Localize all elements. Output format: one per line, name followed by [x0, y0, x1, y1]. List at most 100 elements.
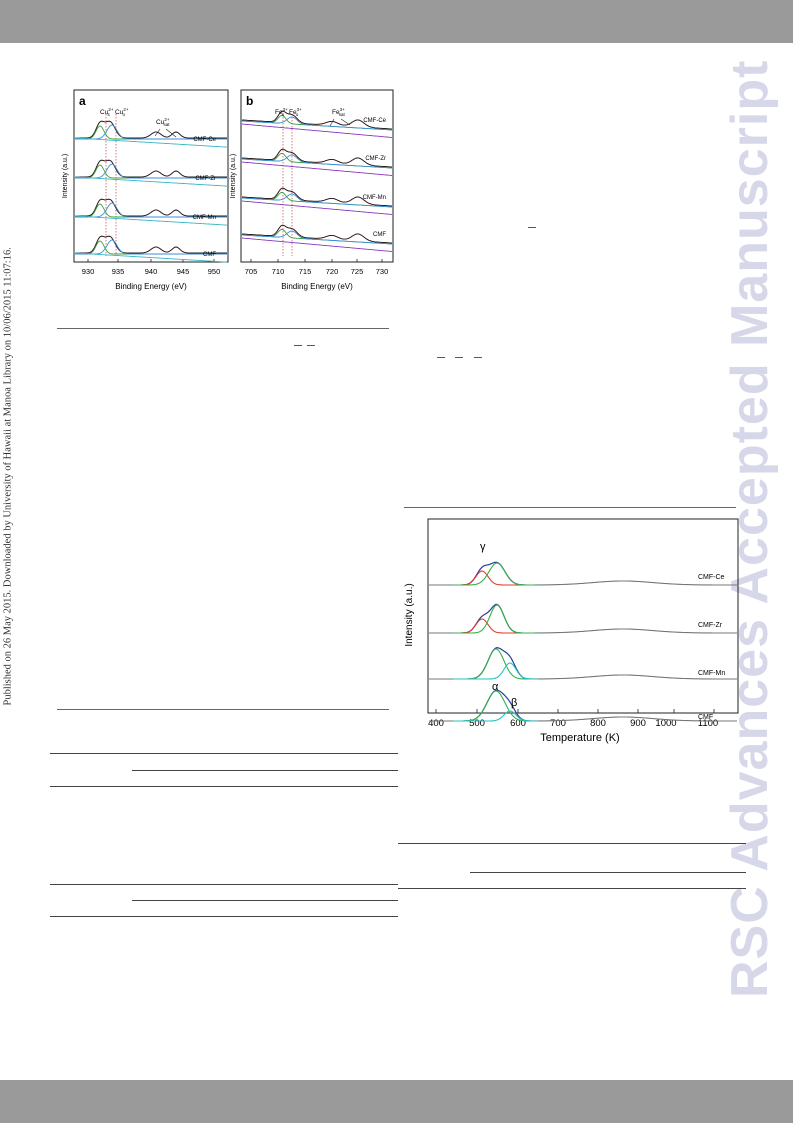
- tpr-curve: [429, 647, 737, 680]
- tick-label: 700: [550, 718, 566, 729]
- tick-label: 400: [428, 718, 444, 729]
- peak-label: Cu2+ sat: [156, 117, 170, 127]
- tick-label: 600: [510, 718, 526, 729]
- xps-component-line: [241, 193, 393, 208]
- peak-label: Fe3+ s: [275, 107, 288, 117]
- tpr-fit-line: [453, 689, 538, 722]
- tpr-component-line: [453, 562, 538, 586]
- reference-link[interactable]: [294, 345, 302, 346]
- table-rule: [50, 753, 398, 754]
- xps-baseline: [241, 161, 393, 176]
- series-label: CMF-Ce: [363, 118, 386, 124]
- top-banner: [0, 0, 793, 43]
- tick-label: 935: [112, 267, 125, 276]
- tick-label: 945: [177, 267, 190, 276]
- xps-component-line: [75, 163, 227, 179]
- xps-baseline: [241, 123, 393, 138]
- tpr-curve: [429, 689, 737, 722]
- tick-label: 950: [208, 267, 221, 276]
- xps-component-line: [241, 154, 393, 169]
- series-label: CMF-Zr: [195, 176, 216, 182]
- reference-link[interactable]: [528, 227, 536, 228]
- tick-label: 730: [376, 267, 389, 276]
- publication-note: Published on 26 May 2015. Downloaded by …: [2, 247, 14, 706]
- table-rule: [470, 872, 746, 873]
- peak-label: Fe3+ o: [289, 107, 302, 117]
- tpr-component-line: [453, 618, 538, 634]
- xps-fit-line: [75, 198, 227, 217]
- bottom-banner: [0, 1080, 793, 1123]
- reference-link[interactable]: [474, 357, 482, 358]
- series-label: CMF-Zr: [365, 156, 386, 162]
- xps-baseline: [241, 237, 393, 252]
- section-rule: [404, 507, 736, 508]
- xps-spectrum-line: [75, 159, 227, 178]
- tpr-fit-line: [453, 603, 538, 634]
- xps-component-line: [75, 239, 227, 255]
- xps-fit-line: [75, 120, 227, 139]
- series-label: CMF-Mn: [363, 195, 386, 201]
- tpr-curve: [429, 561, 737, 586]
- xps-spectrum-line: [75, 198, 227, 217]
- tick-label: 500: [469, 718, 485, 729]
- peak-label-alpha: α: [492, 681, 499, 693]
- xps-fit-line: [241, 187, 393, 207]
- peak-label-beta: β: [511, 697, 517, 709]
- xps-spectrum-line: [75, 120, 227, 139]
- xps-fit-line: [75, 159, 227, 178]
- reference-link[interactable]: [455, 357, 463, 358]
- tpr-component-line: [453, 604, 538, 634]
- panel-b-ylabel: Intensity (a.u.): [230, 154, 237, 198]
- tick-label: 1100: [698, 718, 718, 729]
- table-rule: [398, 888, 746, 889]
- tpr-component-line: [453, 648, 538, 680]
- xps-component-line: [241, 230, 393, 245]
- xps-baseline: [74, 215, 227, 226]
- reference-link[interactable]: [437, 357, 445, 358]
- xps-fit-line: [241, 110, 393, 130]
- table-rule: [398, 843, 746, 844]
- reference-link[interactable]: [307, 345, 315, 346]
- tpr-component-line: [453, 690, 538, 722]
- xps-baseline: [241, 200, 393, 215]
- tpr-figure: Intensity (a.u.) Temperature (K) 400 500…: [398, 515, 743, 750]
- xps-fit-line: [241, 148, 393, 168]
- series-label: CMF: [203, 252, 216, 258]
- xps-fit-line: [241, 224, 393, 244]
- table-rule: [50, 786, 398, 787]
- series-label: CMF: [698, 714, 713, 721]
- section-rule: [57, 328, 389, 329]
- tpr-ylabel: Intensity (a.u.): [404, 583, 415, 646]
- xps-spectrum-line: [75, 235, 227, 254]
- tick-label: 940: [145, 267, 158, 276]
- xps-component-line: [75, 124, 227, 140]
- series-label: CMF-Mn: [193, 215, 216, 221]
- xps-panel-a: a Intensity (a.u.) Binding Energy (eV) 9…: [62, 89, 229, 291]
- tick-label: 800: [590, 718, 606, 729]
- xps-figure: a Intensity (a.u.) Binding Energy (eV) 9…: [60, 88, 395, 305]
- series-label: CMF-Zr: [698, 622, 723, 629]
- tick-label: 715: [299, 267, 312, 276]
- tpr-component-line: [453, 662, 538, 680]
- xps-panel-b: b Intensity (a.u.) Binding Energy (eV) 7…: [230, 89, 394, 291]
- table-rule: [50, 916, 398, 917]
- tick-label: 705: [245, 267, 258, 276]
- panel-b-xlabel: Binding Energy (eV): [281, 282, 353, 291]
- series-label: CMF-Mn: [698, 670, 725, 677]
- xps-baseline: [74, 137, 227, 148]
- table-rule: [132, 770, 398, 771]
- xps-fit-line: [75, 235, 227, 254]
- peak-label: Cu2+ o: [115, 107, 129, 117]
- tpr-component-line: [453, 570, 538, 586]
- tick-label: 930: [82, 267, 95, 276]
- tpr-fit-line: [453, 561, 538, 586]
- peak-label-gamma: γ: [480, 541, 486, 553]
- series-label: CMF-Ce: [193, 137, 216, 143]
- tpr-component-line: [453, 710, 538, 722]
- series-label: CMF: [373, 232, 386, 238]
- tick-label: 720: [326, 267, 339, 276]
- panel-b-label: b: [246, 94, 253, 108]
- tick-label: 710: [272, 267, 285, 276]
- xps-baseline: [74, 176, 227, 187]
- peak-label: Fe3+ sat: [332, 107, 345, 117]
